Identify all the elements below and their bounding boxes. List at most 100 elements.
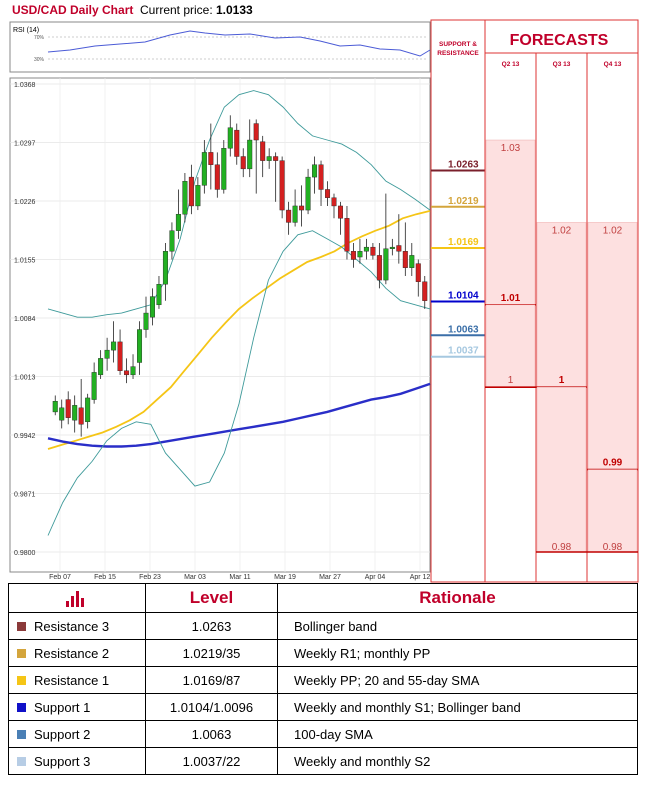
current-price-value: 1.0133 — [216, 3, 253, 17]
row-value: 1.0104/1.0096 — [145, 693, 278, 721]
row-value: 1.0037/22 — [145, 747, 278, 775]
forecast-high-label: 1.02 — [603, 225, 623, 236]
levels-header-1: SUPPORT & — [439, 41, 477, 48]
x-tick-label: Mar 27 — [319, 574, 341, 581]
forecast-low-label: 0.99 — [603, 458, 623, 469]
forecast-range-box — [587, 469, 638, 553]
row-rationale: Weekly and monthly S1; Bollinger band — [277, 693, 638, 721]
level-color-swatch — [17, 622, 26, 632]
x-tick-label: Feb 15 — [94, 574, 116, 581]
forecasts-title: FORECASTS — [510, 32, 609, 49]
candle-body — [91, 372, 97, 400]
candle-body — [363, 246, 369, 252]
candle-body — [273, 156, 279, 161]
y-tick-label: 0.9942 — [14, 433, 36, 440]
candle-body — [240, 156, 246, 170]
level-value: 1.0104 — [448, 291, 479, 302]
x-tick-label: Apr 04 — [365, 574, 386, 581]
candle-body — [169, 230, 175, 252]
forecast-low-label: 0.98 — [603, 542, 623, 553]
forecast-column-header: Q2 13 — [502, 61, 520, 68]
forecast-column-header: Q4 13 — [604, 61, 622, 68]
table-header-row: Level Rationale — [8, 583, 638, 613]
row-label-cell: Resistance 2 — [8, 639, 146, 667]
level-color-swatch — [17, 676, 26, 686]
candle-body — [402, 251, 408, 268]
candle-body — [195, 185, 201, 207]
row-label: Resistance 1 — [34, 673, 110, 689]
y-tick-label: 1.0084 — [14, 316, 36, 323]
candle-body — [299, 205, 305, 211]
candle-body — [65, 399, 71, 418]
x-tick-label: Feb 23 — [139, 574, 161, 581]
y-tick-label: 1.0226 — [14, 199, 36, 206]
forecast-columns: Q2 13 Q3 13 Q4 13 — [502, 20, 639, 582]
forecast-range-box — [587, 222, 638, 470]
candle-body — [370, 246, 376, 256]
row-value: 1.0063 — [145, 720, 278, 748]
row-rationale: Bollinger band — [277, 612, 638, 640]
candle-body — [344, 218, 350, 252]
row-label-cell: Support 2 — [8, 720, 146, 748]
x-tick-label: Mar 03 — [184, 574, 206, 581]
candle-body — [286, 209, 292, 223]
candle-body — [175, 213, 181, 231]
y-tick-label: 0.9800 — [14, 550, 36, 557]
indicator-line — [47, 90, 431, 318]
level-color-swatch — [17, 757, 26, 767]
candle-body — [104, 349, 110, 359]
price-panel — [9, 77, 431, 573]
forecast-column-header: Q3 13 — [553, 61, 571, 68]
candle-body — [78, 407, 84, 425]
candle-body — [350, 251, 356, 260]
levels-header-2: RESISTANCE — [437, 50, 479, 57]
candle-body — [227, 127, 233, 149]
level-value: 1.0037 — [448, 346, 479, 357]
table-header-level: Level — [145, 583, 278, 613]
candle-body — [214, 164, 220, 190]
rsi-tick-30: 30% — [34, 57, 45, 63]
x-axis: Feb 07 Feb 15 Feb 23 Mar 03 Mar 11 Mar 19 Mar … — [49, 574, 430, 581]
y-tick-label: 1.0297 — [14, 141, 36, 148]
y-axis: 1.0368 1.0297 1.0226 1.0155 1.0084 1.0013 0.99… — [14, 82, 36, 557]
forecast-low-label: 1 — [559, 375, 565, 386]
indicator-line — [47, 210, 431, 450]
forecast-range-box — [536, 386, 587, 553]
x-tick-label: Apr 12 — [410, 574, 431, 581]
forecast-range-box — [485, 304, 536, 388]
candle-body — [389, 246, 395, 249]
support-resistance-levels: 1.0263 1.0219 1.0169 1.0104 1.0063 1.0037 — [431, 160, 485, 358]
y-tick-label: 1.0368 — [14, 82, 36, 89]
table-row: Resistance 3 1.0263 Bollinger band — [8, 612, 638, 640]
y-tick-label: 0.9871 — [14, 492, 36, 499]
forecast-high-label: 1.03 — [501, 143, 521, 154]
candle-body — [260, 141, 266, 161]
forecast-range-box — [485, 139, 536, 306]
row-label: Resistance 2 — [34, 646, 110, 662]
table-row: Resistance 2 1.0219/35 Weekly R1; monthly … — [8, 639, 638, 667]
rsi-label: RSI (14) — [13, 27, 39, 34]
candle-body — [124, 370, 130, 376]
rsi-panel: RSI (14) 70% 30% — [9, 21, 431, 73]
candle-body — [221, 148, 227, 190]
row-rationale: Weekly R1; monthly PP — [277, 639, 638, 667]
chart-title: USD/CAD Daily Chart — [12, 3, 134, 17]
x-tick-label: Mar 19 — [274, 574, 296, 581]
indicator-line — [47, 382, 431, 448]
y-tick-label: 1.0013 — [14, 375, 36, 382]
candle-body — [325, 189, 331, 198]
level-value: 1.0219 — [448, 196, 479, 207]
rsi-line — [47, 30, 431, 57]
level-color-swatch — [17, 649, 26, 659]
table-row: Support 3 1.0037/22 Weekly and monthly S2 — [8, 747, 638, 775]
row-label: Support 2 — [34, 727, 91, 743]
candle-body — [312, 164, 318, 178]
candle-body — [357, 251, 363, 258]
row-rationale: Weekly and monthly S2 — [277, 747, 638, 775]
row-label-cell: Resistance 1 — [8, 666, 146, 694]
candle-body — [111, 341, 117, 351]
candle-body — [383, 248, 389, 281]
x-tick-label: Mar 11 — [229, 574, 250, 581]
forecast-low-label: 1.01 — [501, 293, 521, 304]
level-color-swatch — [17, 703, 26, 713]
